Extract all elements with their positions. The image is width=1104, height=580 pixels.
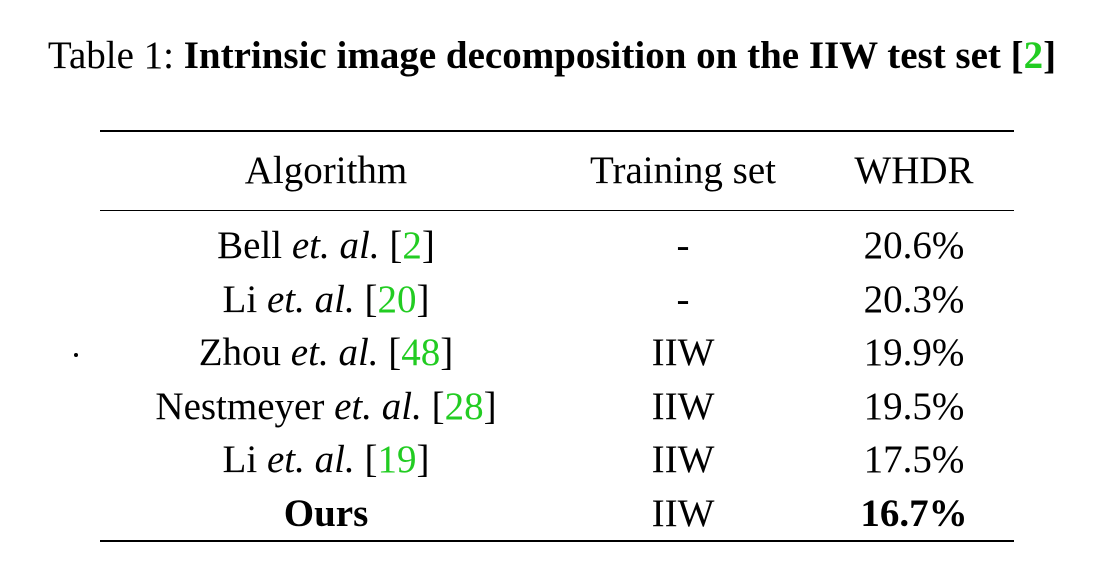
- cell-whdr: 20.6%: [863, 224, 965, 267]
- header-whdr: WHDR: [854, 149, 974, 192]
- table-row: Li et. al. [19] IIW 17.5%: [100, 433, 1014, 487]
- citation-link[interactable]: 20: [377, 277, 417, 321]
- algorithm-name: Li: [222, 438, 258, 481]
- table-row: Nestmeyer et. al. [28] IIW 19.5%: [100, 380, 1014, 434]
- citation-link[interactable]: 2: [402, 224, 422, 267]
- cite-open: [: [364, 438, 378, 481]
- algorithm-etal: et. al.: [334, 384, 422, 428]
- cell-training-set: IIW: [651, 438, 715, 481]
- results-table: Algorithm Training set WHDR Bell et. al.…: [100, 130, 1014, 542]
- citation-link[interactable]: 48: [401, 331, 441, 374]
- citation-link[interactable]: 19: [377, 438, 417, 481]
- cell-algorithm: Nestmeyer et. al. [28]: [100, 380, 552, 434]
- cell-whdr: 19.5%: [863, 384, 965, 428]
- bottom-rule: [100, 540, 1014, 542]
- cite-open: [: [388, 331, 402, 374]
- algorithm-etal: et. al.: [291, 224, 380, 267]
- algorithm-etal: et. al.: [266, 277, 355, 321]
- cite-close: ]: [421, 224, 435, 267]
- header-rule: [100, 210, 1014, 211]
- header-row: Algorithm Training set WHDR: [100, 132, 1014, 210]
- cite-open: [: [389, 224, 403, 267]
- cite-close: ]: [416, 277, 430, 321]
- cell-training-set: -: [676, 224, 690, 267]
- cell-algorithm: Li et. al. [20]: [100, 273, 552, 327]
- whdr-table-body: Bell et. al. [2] - 20.6% Li et. al. [20] - 20…: [100, 211, 1014, 540]
- caption-citation-link[interactable]: 2: [1023, 34, 1044, 77]
- table-row: Bell et. al. [2] - 20.6%: [100, 211, 1014, 273]
- caption-title: Intrinsic image decomposition on the IIW…: [184, 34, 1056, 77]
- cell-whdr: 17.5%: [863, 438, 965, 481]
- caption-cite-open: [: [1010, 34, 1024, 77]
- cell-algorithm: Bell et. al. [2]: [100, 211, 552, 273]
- table-row: Zhou et. al. [48] IIW 19.9%: [100, 326, 1014, 380]
- algorithm-name: Li: [222, 277, 258, 321]
- caption-cite-close: ]: [1043, 34, 1057, 77]
- caption-label: Table 1:: [47, 34, 174, 77]
- cell-algorithm: Zhou et. al. [48]: [100, 326, 552, 380]
- cell-whdr: 20.3%: [863, 277, 965, 321]
- algorithm-name: Zhou: [198, 331, 282, 374]
- stray-dot: [74, 353, 78, 357]
- algorithm-etal: et. al.: [290, 331, 379, 374]
- algorithm-name: Nestmeyer: [155, 384, 325, 428]
- table-row: Ours IIW 16.7%: [100, 487, 1014, 541]
- cite-close: ]: [483, 384, 497, 428]
- cell-training-set: -: [676, 277, 690, 321]
- cite-open: [: [364, 277, 378, 321]
- cell-training-set: IIW: [651, 491, 715, 535]
- table-body: Bell et. al. [2] - 20.6% Li et. al. [20] - 20…: [100, 211, 1014, 540]
- top-rule: [100, 130, 1014, 132]
- cite-close: ]: [416, 438, 430, 481]
- cell-whdr: 19.9%: [863, 331, 965, 374]
- cell-algorithm: Ours: [100, 487, 552, 541]
- header-training-set: Training set: [590, 149, 776, 192]
- table-row: Li et. al. [20] - 20.3%: [100, 273, 1014, 327]
- table-caption: Table 1: Intrinsic image decomposition o…: [0, 30, 1104, 82]
- header-algorithm: Algorithm: [244, 149, 408, 192]
- whdr-table: Algorithm Training set WHDR: [100, 132, 1014, 210]
- cell-training-set: IIW: [651, 331, 715, 374]
- algorithm-name: Ours: [283, 491, 369, 535]
- cite-close: ]: [440, 331, 454, 374]
- cell-training-set: IIW: [651, 384, 715, 428]
- cell-algorithm: Li et. al. [19]: [100, 433, 552, 487]
- algorithm-name: Bell: [217, 224, 283, 267]
- cell-whdr: 16.7%: [860, 491, 968, 535]
- caption-title-text: Intrinsic image decomposition on the IIW…: [183, 34, 1001, 77]
- algorithm-etal: et. al.: [266, 438, 355, 481]
- cite-open: [: [431, 384, 445, 428]
- citation-link[interactable]: 28: [444, 384, 484, 428]
